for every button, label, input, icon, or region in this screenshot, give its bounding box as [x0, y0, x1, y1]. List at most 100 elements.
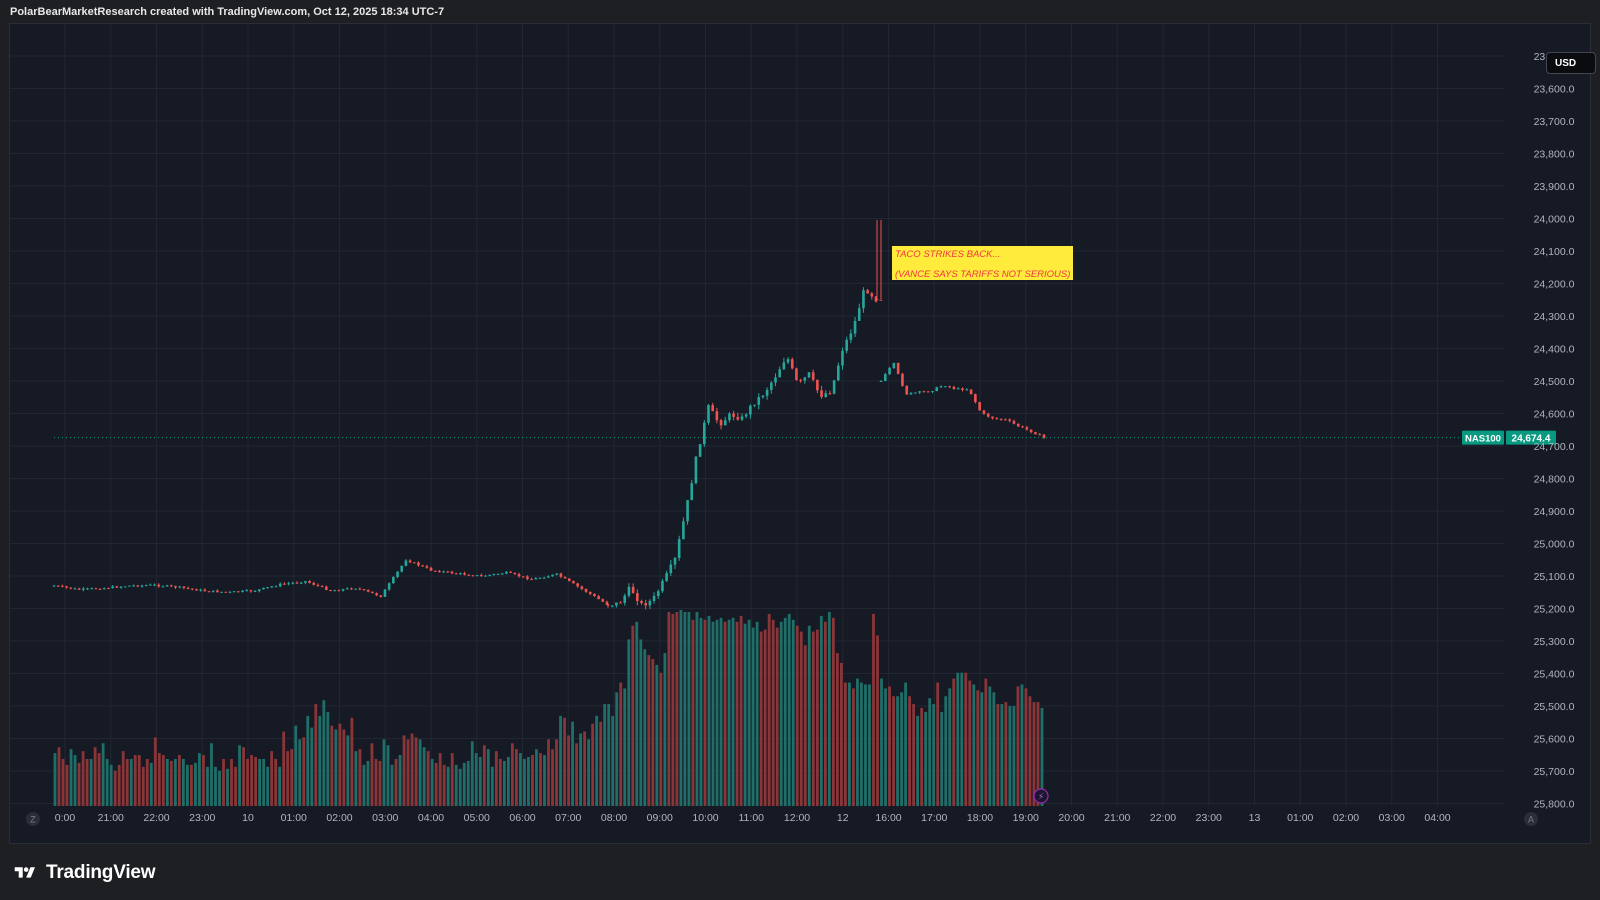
- candle-body: [744, 414, 748, 417]
- x-tick-label: 08:00: [601, 812, 627, 824]
- annotation-text: (VANCE SAYS TARIFFS NOT SERIOUS): [895, 269, 1070, 280]
- volume-bar: [474, 753, 478, 806]
- candle-body: [149, 584, 152, 586]
- volume-bar: [314, 704, 318, 806]
- candle-body: [786, 359, 790, 363]
- volume-bar: [868, 684, 871, 806]
- price-axis[interactable]: 23,500.023,600.023,700.023,800.023,900.0…: [1534, 51, 1575, 811]
- scale-right-button[interactable]: [1524, 812, 1538, 826]
- candle-body: [584, 588, 588, 592]
- candle-body: [807, 372, 811, 378]
- volume-bar: [723, 621, 727, 806]
- candle-body: [345, 588, 349, 590]
- candle-body: [547, 576, 550, 578]
- volume-bar: [129, 758, 133, 806]
- volume-bar: [153, 737, 157, 806]
- volume-bar: [763, 629, 767, 806]
- tradingview-logo[interactable]: TradingView: [10, 862, 156, 884]
- volume-bar: [687, 611, 691, 806]
- candle-body: [605, 601, 609, 605]
- candle-body: [803, 377, 807, 381]
- volume-bar: [370, 743, 374, 806]
- scale-left-button[interactable]: [26, 812, 40, 826]
- candle-body: [627, 586, 631, 596]
- candle-body: [1008, 419, 1011, 421]
- candle-body: [333, 590, 336, 592]
- candle-body: [690, 483, 694, 501]
- y-tick-label: 25,800.0: [1534, 799, 1575, 811]
- candle-body: [111, 586, 114, 589]
- volume-bar: [984, 678, 988, 806]
- volume-bar: [888, 686, 891, 806]
- volume-bar: [667, 611, 671, 806]
- candle-body: [597, 596, 600, 600]
- candle-body: [291, 582, 295, 584]
- volume-bar: [759, 631, 763, 806]
- chart-panel[interactable]: ⚡ TACO STRIKES BACK... (VANCE SAYS TARIFF…: [9, 23, 1596, 845]
- volume-bar: [266, 766, 270, 806]
- volume-bar: [234, 766, 237, 806]
- candle-body: [329, 590, 332, 592]
- candlestick-chart[interactable]: ⚡ TACO STRIKES BACK... (VANCE SAYS TARIFF…: [10, 24, 1592, 845]
- volume-bar: [819, 615, 823, 806]
- volume-bar: [141, 766, 145, 806]
- volume-bar: [896, 696, 899, 806]
- volume-bar: [342, 729, 346, 806]
- candle-body: [211, 590, 215, 592]
- x-tick-label: 17:00: [921, 812, 947, 824]
- y-tick-label: 25,400.0: [1534, 669, 1575, 681]
- candle-body: [820, 390, 823, 398]
- candle-body: [648, 600, 652, 606]
- candle-body: [484, 575, 487, 577]
- candle-body: [190, 588, 194, 590]
- x-tick-label: 01:00: [1287, 812, 1313, 824]
- candle-body: [178, 586, 181, 588]
- candle-body: [1012, 420, 1016, 424]
- candle-body: [425, 566, 429, 568]
- volume-bar: [1008, 706, 1012, 806]
- volume-bar: [414, 737, 418, 806]
- candle-body: [442, 571, 445, 573]
- volume-bar: [1028, 696, 1032, 806]
- volume-bar: [799, 631, 803, 806]
- volume-bar: [920, 708, 924, 806]
- volume-bar: [382, 739, 386, 806]
- candle-body: [287, 583, 290, 585]
- volume-bar: [631, 625, 635, 806]
- y-tick-label: 23,800.0: [1534, 149, 1575, 161]
- volume-bar: [603, 704, 607, 806]
- y-tick-label: 24,200.0: [1534, 279, 1575, 291]
- volume-bar: [900, 692, 903, 806]
- candle-body: [799, 380, 802, 382]
- volume-bar: [852, 688, 855, 806]
- volume-bar: [872, 613, 875, 806]
- candle-body: [203, 589, 207, 592]
- candle-body: [383, 589, 387, 597]
- volume-bar: [876, 635, 879, 806]
- candle-body: [853, 320, 857, 334]
- y-tick-label: 23,600.0: [1534, 84, 1575, 96]
- candle-body: [73, 588, 77, 590]
- volume-bar: [470, 741, 474, 806]
- candle-body: [892, 362, 896, 369]
- volume-bar: [306, 715, 310, 806]
- candle-body: [905, 385, 909, 395]
- candle-body: [350, 588, 353, 590]
- volume-bar: [181, 758, 185, 806]
- volume-bar: [346, 735, 350, 806]
- volume-bar: [980, 692, 984, 806]
- candle-body: [728, 413, 731, 421]
- candle-body: [703, 422, 706, 445]
- candle-body: [757, 397, 761, 405]
- candle-body: [128, 585, 131, 587]
- time-axis[interactable]: 0:00 21:00 22:00 23:00 10 01:00 02:00 03:00 04:0…: [26, 812, 1538, 826]
- currency-button[interactable]: USD: [1546, 52, 1596, 74]
- volume-bar: [322, 700, 326, 806]
- volume-bar: [97, 753, 101, 806]
- x-tick-label: 23:00: [189, 812, 215, 824]
- candle-body: [433, 570, 437, 572]
- y-tick-label: 25,100.0: [1534, 571, 1575, 583]
- candle-body: [312, 582, 316, 585]
- candle-body: [935, 387, 939, 392]
- volume-bar: [218, 770, 221, 806]
